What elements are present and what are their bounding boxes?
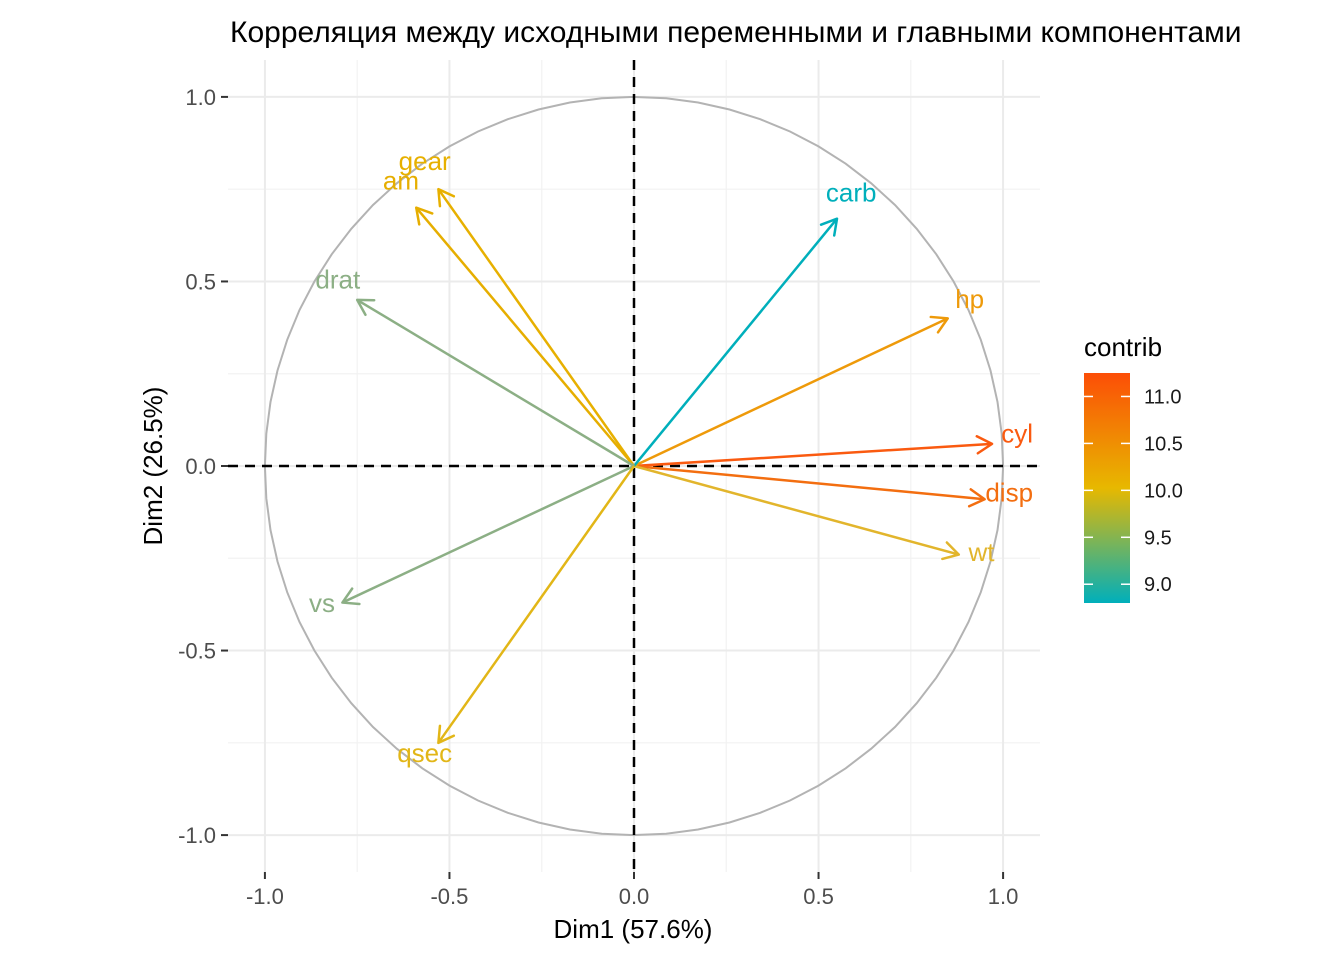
arrow-shaft-carb	[633, 217, 838, 467]
arrow-gear	[437, 187, 636, 467]
arrow-wt	[633, 464, 961, 561]
chart-title: Корреляция между исходными переменными и…	[230, 16, 1242, 49]
label-qsec: qsec	[397, 738, 452, 768]
x-tick-label: -0.5	[430, 884, 468, 909]
legend-tick-label: 10.5	[1144, 433, 1183, 455]
arrow-head-hp	[929, 315, 949, 334]
arrow-carb	[633, 217, 839, 467]
x-tick-label: 1.0	[988, 884, 1019, 909]
arrow-shaft-disp	[633, 464, 985, 501]
legend-ticks: 11.0 10.5 10.0 9.5 9.0	[1084, 386, 1183, 596]
arrow-head-vs	[341, 587, 361, 606]
label-hp: hp	[955, 284, 984, 314]
arrow-cyl	[633, 435, 994, 468]
arrow-shaft-am	[415, 206, 635, 467]
arrow-shaft-qsec	[437, 465, 636, 744]
arrow-head-qsec	[437, 724, 456, 745]
variable-arrows	[341, 187, 994, 745]
x-axis-ticks: -1.0 -0.5 0.0 0.5 1.0	[246, 872, 1018, 909]
label-vs: vs	[309, 588, 335, 618]
arrow-drat	[355, 298, 635, 468]
arrow-shaft-drat	[356, 298, 635, 468]
y-tick-label: -1.0	[178, 823, 216, 848]
arrow-head-am	[414, 206, 434, 226]
arrow-head-cyl	[975, 435, 994, 455]
arrow-shaft-wt	[633, 464, 960, 556]
arrow-qsec	[437, 465, 636, 745]
x-tick-label: 0.5	[803, 884, 834, 909]
legend-tick-label: 9.5	[1144, 527, 1172, 549]
label-am: am	[383, 166, 419, 196]
arrow-head-carb	[819, 217, 839, 237]
legend-tick-label: 9.0	[1144, 574, 1172, 596]
arrow-shaft-cyl	[633, 442, 993, 468]
legend-colorbar	[1084, 373, 1130, 603]
legend-tick-label: 10.0	[1144, 480, 1183, 502]
arrow-am	[414, 206, 635, 467]
label-carb: carb	[826, 177, 877, 207]
x-axis-title: Dim1 (57.6%)	[554, 914, 713, 944]
arrow-head-gear	[437, 187, 456, 208]
y-axis-ticks: -1.0 -0.5 0.0 0.5 1.0	[178, 85, 228, 848]
contrib-legend: contrib 11.0 10.5 10.0 9.5 9.0	[1084, 332, 1183, 603]
y-tick-label: 0.0	[185, 454, 216, 479]
y-axis-title: Dim2 (26.5%)	[138, 387, 168, 546]
arrow-shaft-gear	[437, 188, 636, 467]
x-tick-label: -1.0	[246, 884, 284, 909]
arrow-disp	[633, 464, 986, 508]
y-tick-label: 1.0	[185, 85, 216, 110]
legend-tick-label: 11.0	[1144, 386, 1181, 408]
legend-title: contrib	[1084, 332, 1162, 362]
arrow-head-wt	[941, 541, 961, 561]
x-tick-label: 0.0	[619, 884, 650, 909]
arrow-hp	[633, 315, 949, 468]
y-tick-label: 0.5	[185, 269, 216, 294]
label-drat: drat	[315, 264, 361, 294]
label-wt: wt	[968, 537, 996, 567]
arrow-head-drat	[355, 298, 376, 317]
label-gear: gear	[399, 146, 451, 176]
arrow-vs	[341, 464, 635, 606]
arrow-shaft-hp	[633, 317, 949, 468]
arrow-shaft-vs	[341, 464, 635, 604]
arrow-head-disp	[967, 488, 986, 508]
y-tick-label: -0.5	[178, 639, 216, 664]
label-cyl: cyl	[1001, 418, 1033, 448]
label-disp: disp	[985, 478, 1033, 508]
